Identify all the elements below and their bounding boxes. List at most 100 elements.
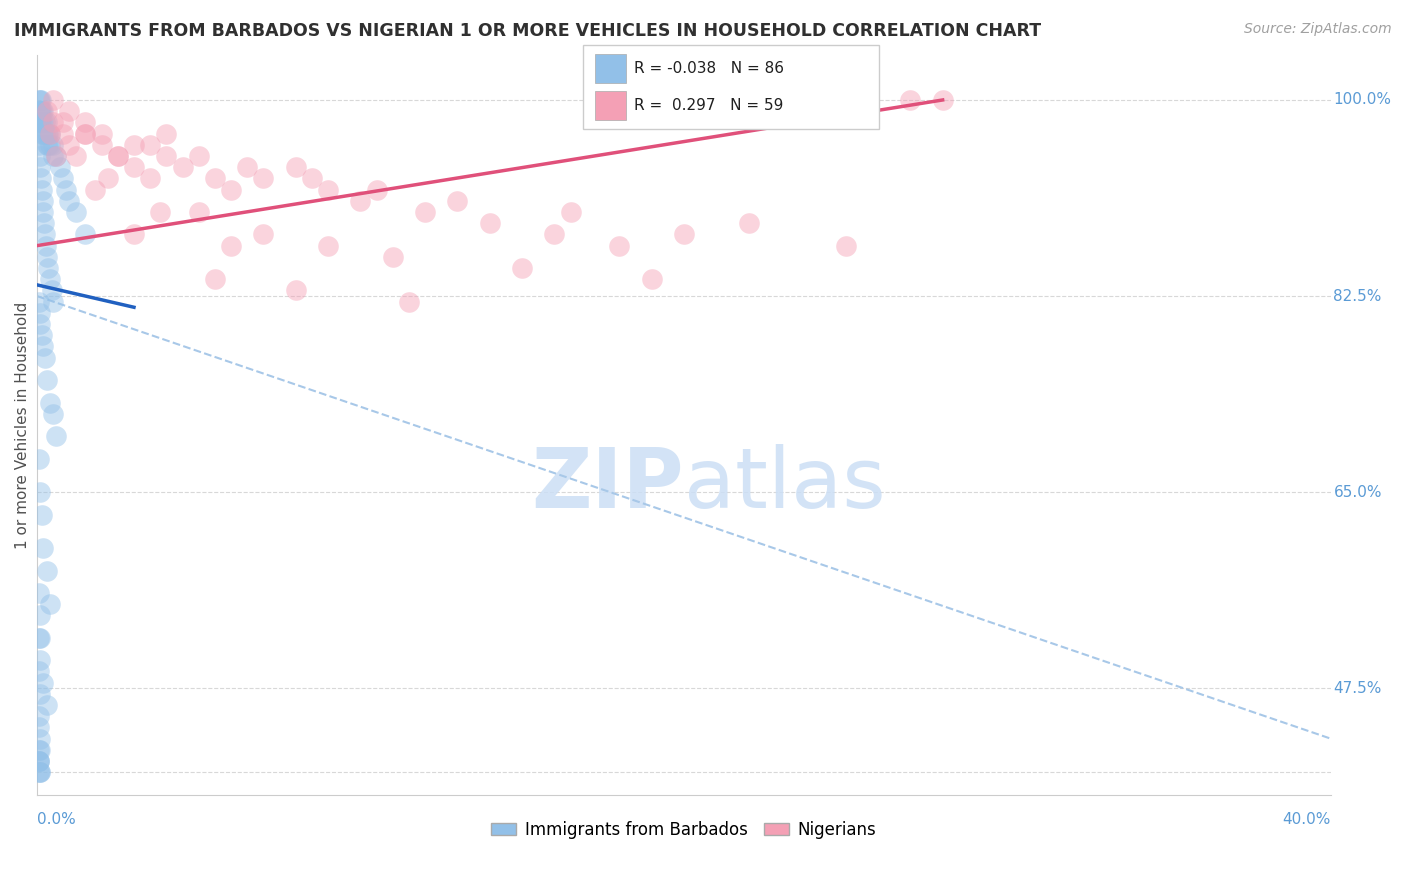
Point bbox=[30, 104, 52, 119]
Point bbox=[27, 765, 49, 780]
Point bbox=[30, 631, 52, 645]
Point bbox=[52, 127, 75, 141]
Point bbox=[30, 317, 52, 331]
Point bbox=[27, 631, 49, 645]
Point bbox=[139, 171, 162, 186]
Point bbox=[28, 765, 51, 780]
Point bbox=[32, 339, 55, 353]
Point bbox=[45, 149, 67, 163]
Point bbox=[32, 205, 55, 219]
Point bbox=[65, 149, 87, 163]
Text: R = -0.038   N = 86: R = -0.038 N = 86 bbox=[634, 61, 785, 76]
Text: IMMIGRANTS FROM BARBADOS VS NIGERIAN 1 OR MORE VEHICLES IN HOUSEHOLD CORRELATION: IMMIGRANTS FROM BARBADOS VS NIGERIAN 1 O… bbox=[14, 22, 1042, 40]
Point bbox=[28, 104, 51, 119]
Point bbox=[510, 260, 533, 275]
Point bbox=[37, 127, 59, 141]
Point bbox=[30, 653, 52, 667]
Point bbox=[122, 137, 145, 152]
Point bbox=[31, 183, 53, 197]
Point bbox=[284, 284, 307, 298]
Y-axis label: 1 or more Vehicles in Household: 1 or more Vehicles in Household bbox=[15, 301, 30, 549]
Point bbox=[219, 183, 242, 197]
Point bbox=[28, 149, 51, 163]
Point bbox=[28, 93, 51, 107]
Point bbox=[398, 294, 420, 309]
Point bbox=[32, 541, 55, 556]
Point bbox=[446, 194, 468, 208]
Point bbox=[28, 115, 51, 129]
Point bbox=[898, 93, 921, 107]
Point bbox=[28, 687, 51, 701]
Point bbox=[41, 284, 63, 298]
Point bbox=[27, 709, 49, 723]
Point bbox=[97, 171, 120, 186]
Point bbox=[122, 160, 145, 174]
Point bbox=[38, 597, 60, 611]
Text: atlas: atlas bbox=[683, 443, 886, 524]
Point bbox=[27, 93, 49, 107]
Point bbox=[219, 238, 242, 252]
Point bbox=[38, 127, 60, 141]
Point bbox=[27, 743, 49, 757]
Text: 0.0%: 0.0% bbox=[37, 812, 76, 827]
Point bbox=[35, 104, 58, 119]
Point bbox=[90, 137, 112, 152]
Point bbox=[35, 373, 58, 387]
Point bbox=[316, 183, 339, 197]
Point bbox=[381, 250, 404, 264]
Point bbox=[90, 127, 112, 141]
Point bbox=[28, 608, 51, 623]
Point bbox=[204, 171, 226, 186]
Text: 65.0%: 65.0% bbox=[1333, 484, 1382, 500]
Point bbox=[27, 754, 49, 768]
Point bbox=[27, 115, 49, 129]
Point bbox=[52, 171, 75, 186]
Point bbox=[27, 754, 49, 768]
Point bbox=[31, 328, 53, 343]
Point bbox=[139, 137, 162, 152]
Point bbox=[155, 149, 177, 163]
Point bbox=[31, 115, 53, 129]
Point bbox=[931, 93, 953, 107]
Point bbox=[28, 306, 51, 320]
Point bbox=[35, 250, 58, 264]
Point bbox=[75, 127, 97, 141]
Point bbox=[122, 227, 145, 242]
Point bbox=[187, 149, 209, 163]
Point bbox=[252, 171, 274, 186]
Point bbox=[42, 115, 65, 129]
Point bbox=[204, 272, 226, 286]
Point bbox=[58, 137, 80, 152]
Point bbox=[27, 721, 49, 735]
Point bbox=[30, 93, 52, 107]
Point bbox=[640, 272, 662, 286]
Point bbox=[34, 351, 56, 365]
Point bbox=[252, 227, 274, 242]
Point bbox=[31, 194, 53, 208]
Point bbox=[45, 429, 67, 443]
Point bbox=[413, 205, 436, 219]
Point bbox=[38, 395, 60, 409]
Point bbox=[38, 137, 60, 152]
Point bbox=[35, 127, 58, 141]
Point bbox=[27, 104, 49, 119]
Point bbox=[27, 451, 49, 466]
Point bbox=[737, 216, 759, 230]
Point bbox=[55, 183, 77, 197]
Point bbox=[75, 115, 97, 129]
Point bbox=[30, 160, 52, 174]
Point bbox=[30, 485, 52, 500]
Text: 82.5%: 82.5% bbox=[1333, 288, 1382, 303]
Point bbox=[32, 127, 55, 141]
Point bbox=[31, 104, 53, 119]
Text: 47.5%: 47.5% bbox=[1333, 681, 1382, 696]
Point bbox=[27, 586, 49, 600]
Point bbox=[30, 115, 52, 129]
Point bbox=[35, 698, 58, 712]
Point bbox=[58, 194, 80, 208]
Point bbox=[75, 227, 97, 242]
Point bbox=[38, 127, 60, 141]
Point bbox=[35, 137, 58, 152]
Point bbox=[42, 294, 65, 309]
Point bbox=[834, 238, 856, 252]
